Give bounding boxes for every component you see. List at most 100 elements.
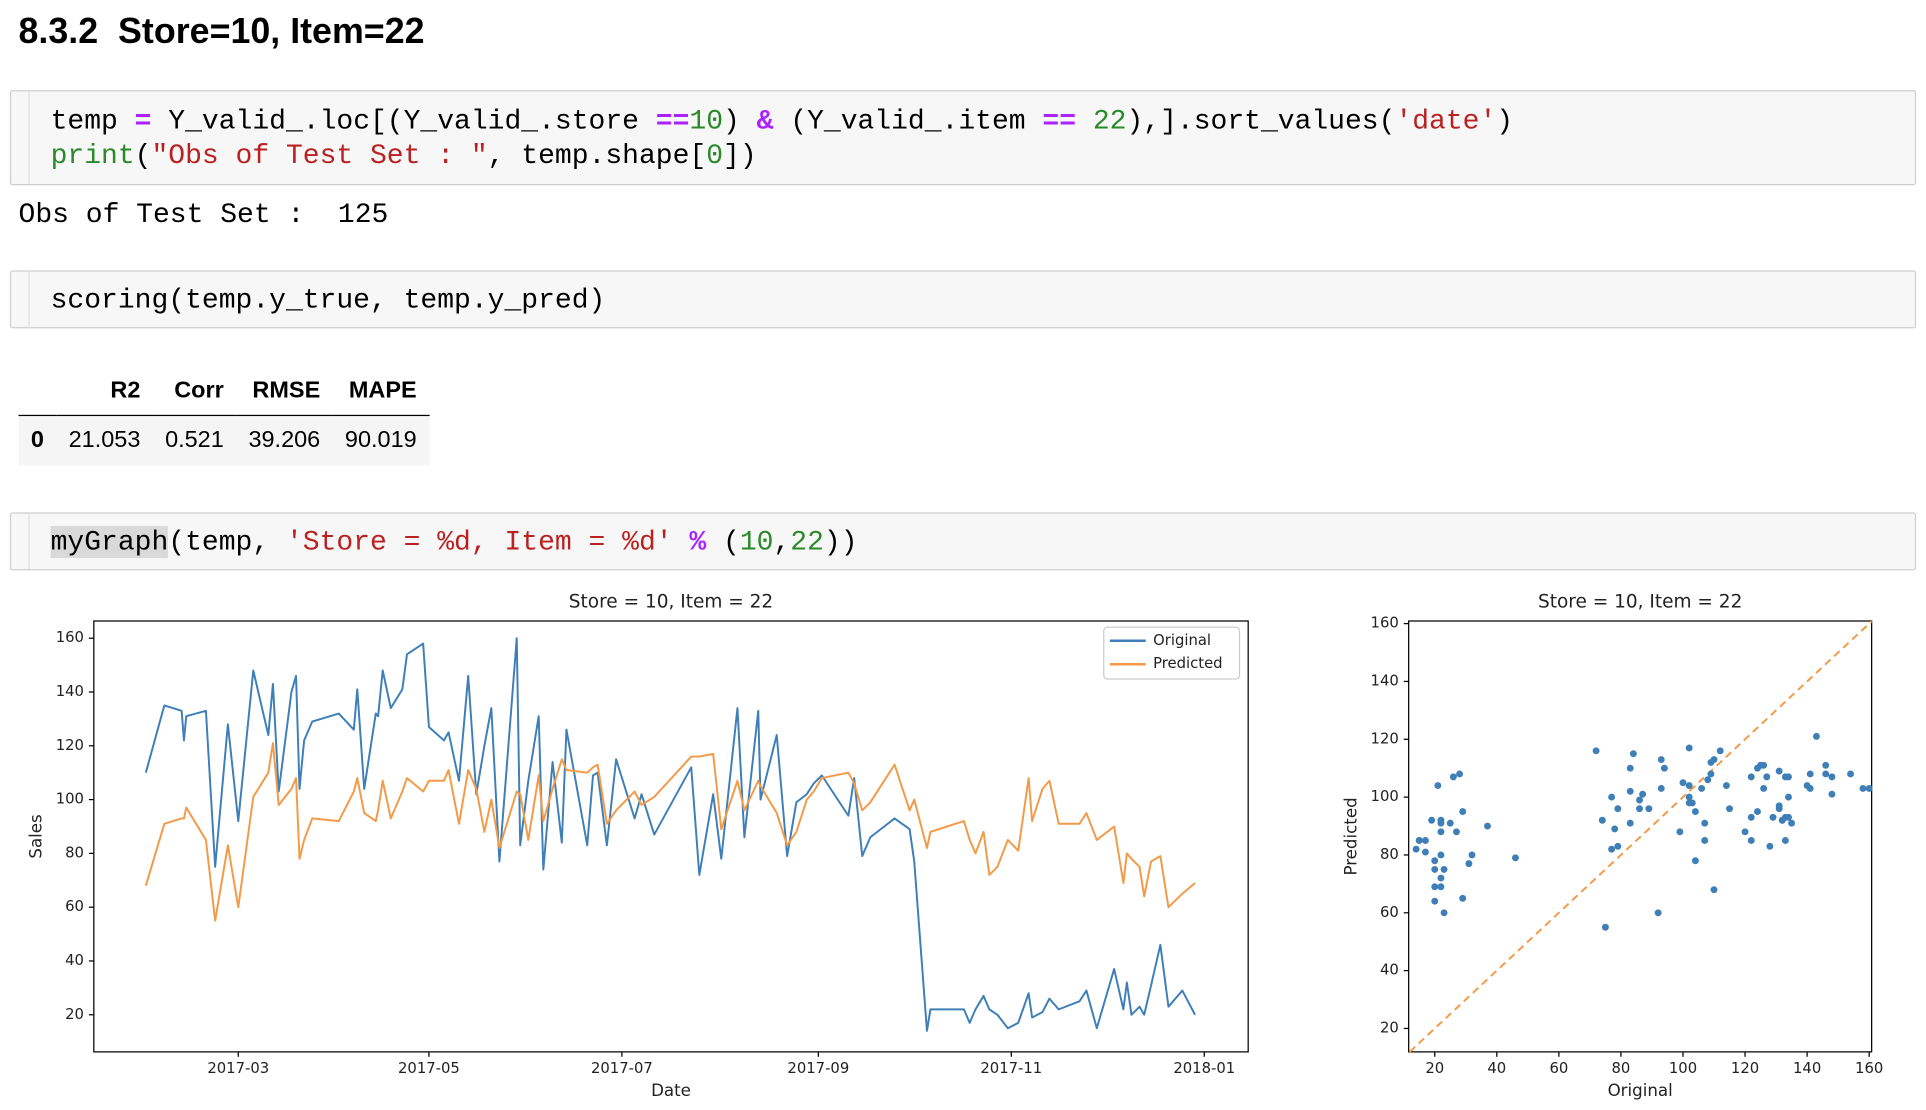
scatter-point [1428,816,1436,824]
row-index: 0 [18,415,57,466]
score-table: R2 Corr RMSE MAPE 0 21.053 0.521 39.206 90.019 [18,367,430,466]
y-tick-label: 40 [65,952,84,969]
table-cell: 0.521 [152,415,237,466]
cell-output: Obs of Test Set : 125 [18,198,389,231]
code-token: == [1042,104,1077,138]
y-tick-label: 120 [1371,730,1399,747]
scatter-point [1592,747,1600,755]
x-tick-label: 2017-03 [207,1060,269,1077]
code-token: 22 [790,525,824,559]
scatter-point [1629,750,1637,758]
scatter-point [1785,813,1792,821]
scatter-point [1437,883,1445,891]
scatter-point [1685,799,1693,807]
cell-input [28,513,1914,570]
scatter-point [1701,837,1709,844]
scatter-point [1701,819,1709,827]
chart-title: Store = 10, Item = 22 [569,591,773,612]
code-token: 0 [706,139,724,172]
scatter-point [1611,825,1619,833]
x-tick-label: 2018-01 [1173,1060,1235,1077]
cell-input [28,91,1914,184]
code-token: 10 [739,525,774,559]
scatter-point [1865,784,1873,792]
scatter-point [1691,808,1699,816]
scatter-point [1788,819,1796,827]
y-axis-label: Sales [27,814,46,858]
scatter-point [1437,819,1445,827]
y-tick-label: 20 [65,1006,84,1023]
code-cell[interactable]: myGraph(temp, 'Store = %d, Item = %d' % … [9,512,1917,571]
scatter-point [1679,779,1687,787]
scatter-point [1763,773,1771,781]
code-token: )) [823,525,858,559]
code-token: , [773,525,791,559]
y-tick-label: 120 [56,737,84,754]
table-cell: 21.053 [56,415,153,466]
y-tick-label: 60 [1380,904,1399,921]
code-line: myGraph(temp, 'Store = %d, Item = %d' % … [50,525,858,560]
scatter-point [1812,732,1820,740]
x-tick-label: 60 [1549,1060,1568,1077]
scatter-point [1440,865,1448,873]
code-cell[interactable]: scoring(temp.y_true, temp.y_pred) [9,270,1917,329]
x-axis-label: Date [651,1081,691,1100]
y-tick-label: 140 [56,683,84,700]
scatter-point [1775,805,1783,813]
code-token: ) [723,104,757,138]
code-token: 'date' [1395,104,1497,138]
scatter-point [1468,851,1476,859]
scatter-point [1822,761,1830,769]
x-tick-label: 120 [1731,1060,1759,1077]
code-token: ( [134,139,152,172]
identity-line [1408,620,1873,1053]
scatter-point [1614,805,1622,813]
scatter-point [1446,819,1454,827]
scatter-point [1676,828,1684,836]
table-corner [18,367,57,417]
scatter-point [1847,770,1855,778]
cell-input [28,271,1914,328]
scatter-point [1465,860,1473,868]
scatter-point [1421,837,1429,844]
scatter-point [1459,808,1467,816]
scatter-point [1778,816,1786,824]
scatter-point [1636,805,1644,813]
scatter-point [1741,828,1749,836]
x-tick-label: 2017-09 [787,1060,849,1077]
scatter-point [1691,857,1699,865]
code-token: = [134,104,152,138]
scatter-point [1421,848,1429,856]
x-tick-label: 2017-05 [398,1060,460,1077]
scatter-point [1685,744,1693,752]
section-heading: 8.3.2 Store=10, Item=22 [18,12,425,52]
plot-area [93,620,1249,1053]
y-tick-label: 20 [1380,1019,1399,1036]
code-token: myGraph [50,525,169,559]
scatter-point [1806,784,1814,792]
y-tick-label: 60 [65,898,84,915]
scatter-point [1704,776,1712,784]
code-cell[interactable]: temp = Y_valid_.loc[(Y_valid_.store ==10… [9,90,1917,186]
scatter-point [1766,842,1774,850]
scatter-point [1431,897,1439,905]
scatter-point [1781,837,1789,844]
scatter-point [1685,793,1693,801]
code-token: == [655,104,690,138]
scatter-point [1781,773,1789,781]
scatter-point [1660,764,1668,772]
chart-title: Store = 10, Item = 22 [1538,591,1742,612]
code-token: scoring(temp.y_true, temp.y_pred) [50,283,606,317]
scatter-point [1769,813,1777,821]
scatter-point [1747,773,1755,781]
scatter-point [1645,805,1653,813]
x-tick-label: 2017-11 [980,1060,1042,1077]
column-header: Corr [152,367,237,417]
scatter-point [1636,796,1644,804]
scatter-point [1747,813,1755,821]
y-tick-label: 140 [1371,672,1399,689]
y-tick-label: 160 [1371,615,1399,632]
code-token: temp [50,104,135,138]
x-tick-label: 40 [1487,1060,1506,1077]
scatter-point [1437,874,1445,882]
